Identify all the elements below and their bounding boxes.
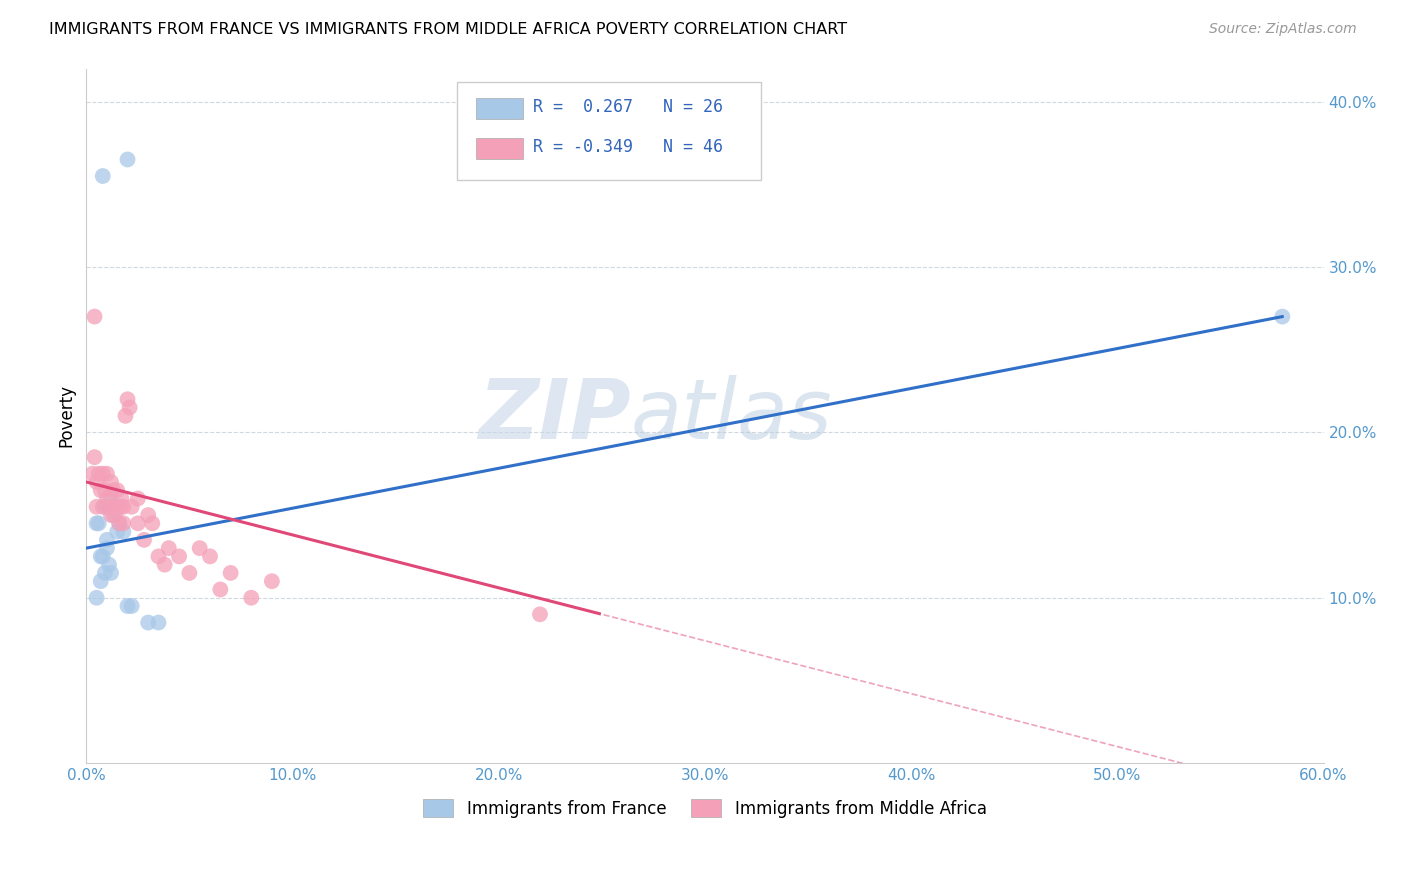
Point — [90, 549, 112, 564]
Point — [104, 500, 127, 514]
Point — [108, 516, 131, 531]
Point — [108, 516, 131, 531]
Point — [114, 409, 136, 423]
Point — [101, 500, 124, 514]
Point — [105, 483, 128, 498]
Point — [86, 475, 108, 489]
Text: R = -0.349   N = 46: R = -0.349 N = 46 — [533, 138, 723, 156]
Point — [179, 566, 201, 580]
Point — [87, 516, 110, 531]
Point — [105, 524, 128, 539]
Point — [100, 475, 122, 489]
Point — [112, 500, 135, 514]
Point — [96, 533, 118, 547]
Point — [260, 574, 283, 589]
Point — [98, 558, 121, 572]
Point — [90, 483, 112, 498]
Text: R =  0.267   N = 26: R = 0.267 N = 26 — [533, 98, 723, 116]
Point — [82, 467, 104, 481]
Point — [94, 500, 117, 514]
FancyBboxPatch shape — [457, 82, 761, 179]
Point — [121, 599, 143, 613]
Point — [118, 401, 141, 415]
Point — [132, 533, 155, 547]
Point — [86, 591, 108, 605]
Point — [117, 153, 139, 167]
Point — [136, 508, 159, 522]
Point — [90, 574, 112, 589]
Point — [198, 549, 221, 564]
Point — [153, 558, 176, 572]
Point — [141, 516, 163, 531]
Point — [96, 467, 118, 481]
Y-axis label: Poverty: Poverty — [58, 384, 75, 447]
Point — [1271, 310, 1294, 324]
Point — [209, 582, 232, 597]
Point — [157, 541, 180, 555]
Point — [101, 508, 124, 522]
Point — [98, 500, 121, 514]
Legend: Immigrants from France, Immigrants from Middle Africa: Immigrants from France, Immigrants from … — [416, 793, 993, 824]
Point — [121, 500, 143, 514]
Point — [110, 500, 132, 514]
Point — [96, 491, 118, 506]
Point — [148, 549, 170, 564]
Point — [100, 566, 122, 580]
Point — [127, 516, 149, 531]
Point — [167, 549, 190, 564]
Point — [91, 169, 114, 183]
Point — [91, 467, 114, 481]
Point — [136, 615, 159, 630]
Point — [94, 566, 117, 580]
Text: IMMIGRANTS FROM FRANCE VS IMMIGRANTS FROM MIDDLE AFRICA POVERTY CORRELATION CHAR: IMMIGRANTS FROM FRANCE VS IMMIGRANTS FRO… — [49, 22, 848, 37]
Point — [112, 516, 135, 531]
Point — [219, 566, 242, 580]
Point — [110, 491, 132, 506]
Point — [112, 524, 135, 539]
Point — [86, 516, 108, 531]
Point — [104, 508, 127, 522]
Point — [101, 483, 124, 498]
Point — [127, 491, 149, 506]
FancyBboxPatch shape — [477, 98, 523, 120]
Point — [83, 310, 105, 324]
Point — [83, 450, 105, 465]
FancyBboxPatch shape — [477, 138, 523, 159]
Point — [91, 500, 114, 514]
Point — [240, 591, 263, 605]
Point — [96, 541, 118, 555]
Point — [91, 549, 114, 564]
Point — [86, 500, 108, 514]
Point — [148, 615, 170, 630]
Point — [117, 599, 139, 613]
Point — [188, 541, 211, 555]
Text: ZIP: ZIP — [478, 376, 631, 457]
Point — [117, 392, 139, 407]
Point — [105, 500, 128, 514]
Text: atlas: atlas — [631, 376, 832, 457]
Point — [100, 491, 122, 506]
Point — [87, 467, 110, 481]
Point — [94, 483, 117, 498]
Text: Source: ZipAtlas.com: Source: ZipAtlas.com — [1209, 22, 1357, 37]
Point — [98, 500, 121, 514]
Point — [100, 508, 122, 522]
Point — [529, 607, 551, 622]
